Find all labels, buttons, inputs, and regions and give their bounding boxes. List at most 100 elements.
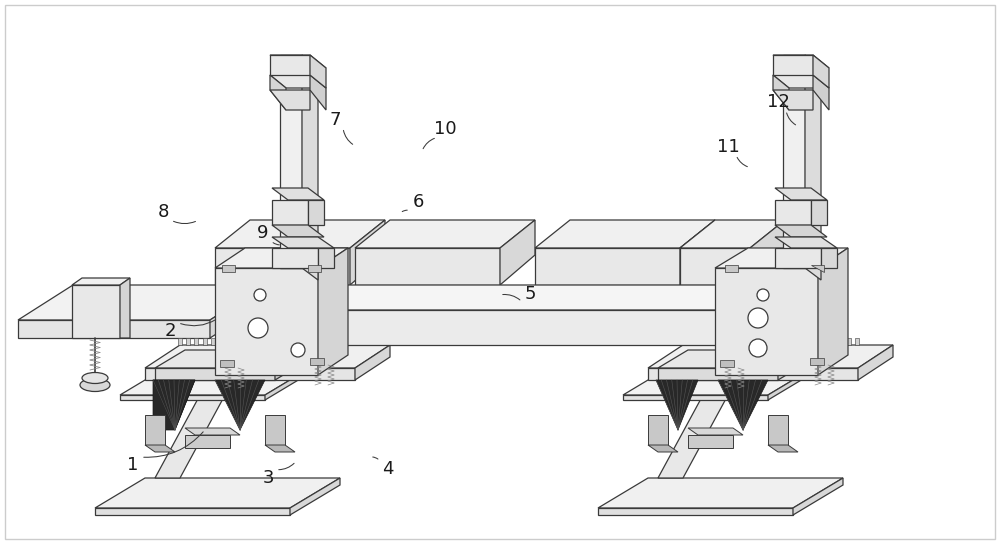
Polygon shape bbox=[708, 338, 712, 345]
Circle shape bbox=[748, 308, 768, 328]
Polygon shape bbox=[222, 265, 235, 272]
Polygon shape bbox=[773, 90, 813, 110]
Polygon shape bbox=[145, 445, 175, 452]
Polygon shape bbox=[355, 220, 535, 248]
Polygon shape bbox=[765, 338, 769, 345]
Ellipse shape bbox=[80, 379, 110, 392]
Polygon shape bbox=[648, 368, 858, 380]
Polygon shape bbox=[775, 200, 811, 225]
Polygon shape bbox=[821, 248, 837, 268]
Polygon shape bbox=[740, 338, 744, 345]
Polygon shape bbox=[350, 338, 354, 345]
Polygon shape bbox=[355, 248, 500, 285]
Polygon shape bbox=[272, 225, 324, 237]
Polygon shape bbox=[680, 220, 715, 285]
Polygon shape bbox=[18, 285, 265, 320]
Polygon shape bbox=[219, 338, 223, 345]
Polygon shape bbox=[350, 220, 385, 285]
Polygon shape bbox=[270, 90, 310, 110]
Polygon shape bbox=[220, 360, 234, 367]
Polygon shape bbox=[773, 338, 777, 345]
Polygon shape bbox=[778, 350, 808, 380]
Polygon shape bbox=[813, 75, 829, 110]
Text: 11: 11 bbox=[717, 138, 739, 156]
Polygon shape bbox=[688, 435, 733, 448]
Polygon shape bbox=[308, 200, 324, 225]
Polygon shape bbox=[185, 428, 240, 435]
Polygon shape bbox=[272, 188, 324, 200]
Polygon shape bbox=[768, 445, 798, 452]
Polygon shape bbox=[318, 248, 348, 375]
Polygon shape bbox=[120, 368, 310, 395]
Polygon shape bbox=[18, 320, 210, 338]
Text: 12: 12 bbox=[767, 93, 789, 112]
Polygon shape bbox=[272, 237, 334, 248]
Polygon shape bbox=[326, 338, 330, 345]
Polygon shape bbox=[648, 345, 893, 368]
Text: 6: 6 bbox=[412, 193, 424, 212]
Polygon shape bbox=[155, 350, 305, 368]
Polygon shape bbox=[822, 338, 826, 345]
Polygon shape bbox=[268, 338, 272, 345]
Polygon shape bbox=[275, 350, 305, 380]
Text: 8: 8 bbox=[157, 203, 169, 221]
Polygon shape bbox=[270, 75, 326, 88]
Polygon shape bbox=[186, 338, 190, 345]
Polygon shape bbox=[310, 75, 326, 110]
Polygon shape bbox=[153, 380, 195, 430]
Polygon shape bbox=[95, 478, 340, 508]
Circle shape bbox=[254, 289, 266, 301]
Polygon shape bbox=[775, 237, 837, 248]
Polygon shape bbox=[290, 478, 340, 515]
Polygon shape bbox=[839, 338, 843, 345]
Polygon shape bbox=[245, 285, 790, 310]
Polygon shape bbox=[265, 445, 295, 452]
Polygon shape bbox=[95, 508, 290, 515]
Polygon shape bbox=[598, 508, 793, 515]
Polygon shape bbox=[272, 200, 308, 225]
Polygon shape bbox=[308, 265, 321, 272]
Polygon shape bbox=[185, 435, 230, 448]
Polygon shape bbox=[798, 338, 802, 345]
Polygon shape bbox=[732, 338, 736, 345]
Polygon shape bbox=[793, 478, 843, 515]
Polygon shape bbox=[773, 75, 789, 110]
Polygon shape bbox=[310, 55, 326, 88]
Circle shape bbox=[757, 289, 769, 301]
Polygon shape bbox=[855, 338, 859, 345]
Polygon shape bbox=[145, 345, 390, 368]
Text: 9: 9 bbox=[257, 224, 269, 242]
Polygon shape bbox=[280, 55, 302, 268]
Polygon shape bbox=[203, 338, 207, 345]
Polygon shape bbox=[270, 55, 310, 75]
Polygon shape bbox=[276, 338, 280, 345]
Polygon shape bbox=[310, 358, 324, 365]
Polygon shape bbox=[715, 248, 848, 268]
Polygon shape bbox=[215, 248, 350, 285]
Polygon shape bbox=[715, 268, 818, 375]
Polygon shape bbox=[680, 220, 785, 248]
Polygon shape bbox=[680, 248, 750, 285]
Polygon shape bbox=[831, 338, 835, 345]
Polygon shape bbox=[623, 368, 813, 395]
Polygon shape bbox=[235, 338, 239, 345]
Polygon shape bbox=[790, 338, 794, 345]
Polygon shape bbox=[265, 415, 285, 445]
Polygon shape bbox=[775, 225, 827, 237]
Polygon shape bbox=[215, 380, 265, 430]
Polygon shape bbox=[810, 358, 824, 365]
Polygon shape bbox=[153, 380, 195, 430]
Polygon shape bbox=[749, 338, 753, 345]
Polygon shape bbox=[648, 415, 668, 445]
Polygon shape bbox=[215, 268, 318, 375]
Polygon shape bbox=[318, 248, 334, 268]
Polygon shape bbox=[270, 55, 326, 68]
Polygon shape bbox=[811, 200, 827, 225]
Polygon shape bbox=[683, 338, 687, 345]
Polygon shape bbox=[773, 75, 829, 88]
Circle shape bbox=[749, 339, 767, 357]
Polygon shape bbox=[293, 338, 297, 345]
Circle shape bbox=[248, 318, 268, 338]
Polygon shape bbox=[781, 338, 785, 345]
Polygon shape bbox=[773, 55, 829, 68]
